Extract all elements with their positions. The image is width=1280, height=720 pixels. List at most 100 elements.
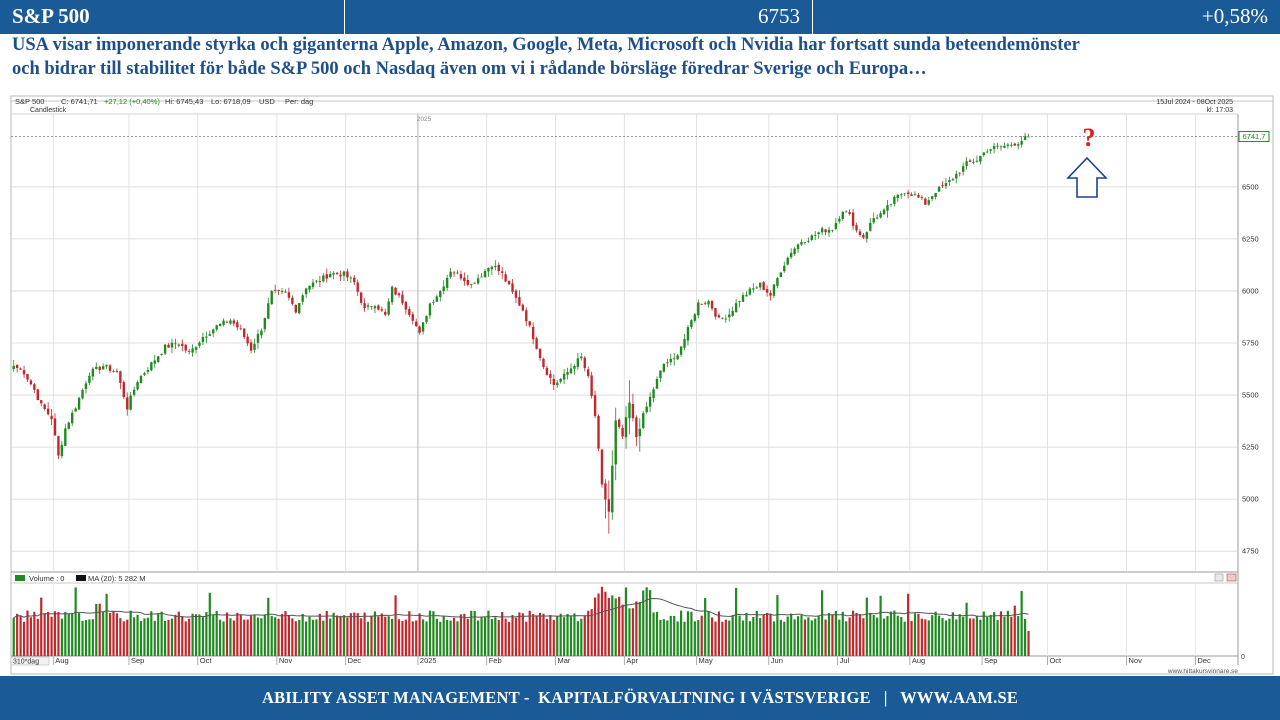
candle-body xyxy=(160,353,163,355)
candle-body xyxy=(652,389,655,399)
candle-body xyxy=(22,370,26,375)
candle-body xyxy=(64,428,67,446)
candle-body xyxy=(617,419,621,427)
volume-bar xyxy=(879,595,882,656)
candle-body xyxy=(531,326,535,340)
candle-body xyxy=(697,302,700,316)
volume-bar xyxy=(538,612,542,656)
candle-body xyxy=(624,417,628,438)
volume-bar xyxy=(855,612,858,656)
candle-body xyxy=(287,292,291,298)
volume-bar xyxy=(349,613,352,656)
candle-body xyxy=(979,156,982,162)
volume-bar xyxy=(838,619,841,656)
volume-bar xyxy=(205,612,208,656)
volume-bar xyxy=(463,613,466,656)
volume-bar xyxy=(339,615,342,656)
volume-bar xyxy=(989,614,992,656)
candle-body xyxy=(277,290,280,292)
volume-bar xyxy=(569,616,573,656)
candle-body xyxy=(700,303,703,305)
candle-body xyxy=(800,241,803,245)
candle-body xyxy=(666,362,669,364)
candle-body xyxy=(807,240,810,242)
volume-bar xyxy=(528,610,531,656)
candle-body xyxy=(659,370,662,379)
candle-body xyxy=(404,301,408,310)
candle-body xyxy=(187,351,191,352)
close-panel-icon[interactable] xyxy=(1226,573,1237,582)
candle-body xyxy=(291,297,294,304)
volume-bar xyxy=(659,619,662,656)
volume-bar xyxy=(33,611,36,656)
candle-body xyxy=(194,347,198,350)
chart-source: www.hittakursvinnare.se xyxy=(1167,668,1238,675)
volume-bar xyxy=(735,587,738,656)
candle-body xyxy=(487,267,490,272)
volume-bar xyxy=(332,612,335,656)
volume-bar xyxy=(614,598,617,656)
zoom-icon[interactable] xyxy=(1214,573,1224,582)
volume-bar xyxy=(167,619,170,656)
candle-body xyxy=(428,303,432,316)
candle-body xyxy=(332,273,335,275)
candle-body xyxy=(40,400,43,404)
x-tick-label: Sep xyxy=(131,656,144,665)
candle-body xyxy=(370,306,373,308)
volume-bar xyxy=(222,621,225,656)
volume-bar xyxy=(270,616,273,656)
volume-bar xyxy=(249,615,253,656)
volume-bar xyxy=(910,620,913,656)
candle-body xyxy=(645,406,648,413)
chart-high: Hi: 6745,43 xyxy=(165,97,203,106)
candle-body xyxy=(996,145,999,147)
candle-body xyxy=(401,294,404,304)
candle-body xyxy=(576,358,580,367)
candle-body xyxy=(752,288,755,290)
volume-bar xyxy=(559,613,562,656)
volume-bar xyxy=(122,621,125,656)
volume-bar xyxy=(225,612,229,656)
volume-bar xyxy=(717,611,721,656)
candle-body xyxy=(896,194,899,199)
candle-body xyxy=(98,366,101,370)
volume-bar xyxy=(50,616,53,656)
volume-bar xyxy=(356,613,359,656)
volume-bar xyxy=(232,620,235,656)
candle-body xyxy=(163,344,167,354)
candle-body xyxy=(965,161,968,167)
candle-body xyxy=(77,397,81,410)
volume-bar xyxy=(191,613,194,656)
volume-bar xyxy=(986,616,989,656)
candle-body xyxy=(741,295,745,302)
chart-currency: USD xyxy=(259,97,275,106)
candle-body xyxy=(122,382,125,398)
volume-bar xyxy=(29,617,33,656)
candle-body xyxy=(920,197,924,199)
volume-bar xyxy=(301,613,304,656)
y-tick-label: 5750 xyxy=(1242,339,1259,348)
volume-bar xyxy=(115,613,119,656)
volume-bar xyxy=(628,608,631,656)
volume-bar xyxy=(573,613,576,656)
candle-body xyxy=(683,339,686,348)
candle-body xyxy=(435,296,439,302)
volume-bar xyxy=(366,621,370,656)
candle-body xyxy=(944,183,948,187)
candle-body xyxy=(229,320,232,324)
volume-bar xyxy=(150,611,153,656)
candle-body xyxy=(906,192,910,195)
candle-body xyxy=(449,271,452,277)
candle-body xyxy=(174,343,177,345)
volume-bar xyxy=(380,613,383,656)
volume-bar xyxy=(243,619,246,656)
candle-body xyxy=(1023,135,1027,140)
candle-body xyxy=(642,413,645,428)
x-tick-label: Mar xyxy=(558,656,571,665)
candle-body xyxy=(246,336,249,344)
volume-bar xyxy=(917,613,920,656)
candle-body xyxy=(762,282,765,291)
volume-bar xyxy=(611,595,614,656)
candle-body xyxy=(924,198,927,205)
candle-body xyxy=(46,408,50,415)
